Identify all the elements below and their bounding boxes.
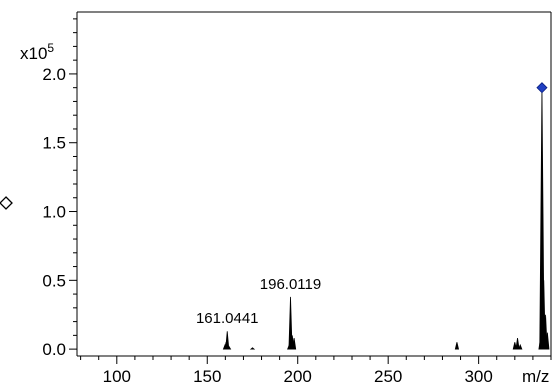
x-tick-label: 250 bbox=[374, 367, 402, 386]
spectrum-peak bbox=[518, 343, 523, 350]
spectrum-peak bbox=[515, 338, 520, 350]
diamond-icon bbox=[0, 196, 13, 210]
y-multiplier-base: x10 bbox=[20, 44, 47, 63]
spectrum-peaks bbox=[222, 87, 550, 350]
y-tick-label: 0.5 bbox=[42, 271, 66, 290]
x-minor-ticks bbox=[80, 356, 552, 360]
x-ticks: 100 150 200 250 300 bbox=[103, 356, 493, 386]
spectrum-peak bbox=[292, 338, 297, 350]
y-tick-label: 1.0 bbox=[42, 203, 66, 222]
y-multiplier-exponent: 5 bbox=[47, 41, 54, 55]
spectrum-peak bbox=[226, 345, 232, 350]
spectrum-peak bbox=[454, 342, 460, 350]
y-minor-ticks bbox=[73, 18, 77, 336]
y-ticks: 0.0 0.5 1.0 1.5 2.0 bbox=[42, 65, 77, 359]
peak-annotation: 161.0441 bbox=[196, 310, 259, 327]
spectrum-peak bbox=[249, 347, 256, 350]
spectrum-peak bbox=[545, 332, 550, 350]
y-multiplier-label: x105 bbox=[20, 41, 54, 63]
peak-marker bbox=[536, 82, 548, 94]
x-axis-label: m/z bbox=[522, 367, 549, 386]
spectrum-peak bbox=[512, 342, 517, 350]
peak-markers bbox=[536, 82, 548, 94]
x-tick-label: 300 bbox=[464, 367, 492, 386]
x-tick-label: 100 bbox=[103, 367, 131, 386]
y-tick-label: 0.0 bbox=[42, 340, 66, 359]
x-tick-label: 150 bbox=[193, 367, 221, 386]
y-tick-label: 2.0 bbox=[42, 65, 66, 84]
spectrum-peak bbox=[225, 331, 230, 350]
y-tick-label: 1.5 bbox=[42, 134, 66, 153]
peak-annotation: 196.0119 bbox=[260, 276, 321, 293]
plot-frame bbox=[76, 11, 552, 357]
x-tick-label: 200 bbox=[284, 367, 312, 386]
